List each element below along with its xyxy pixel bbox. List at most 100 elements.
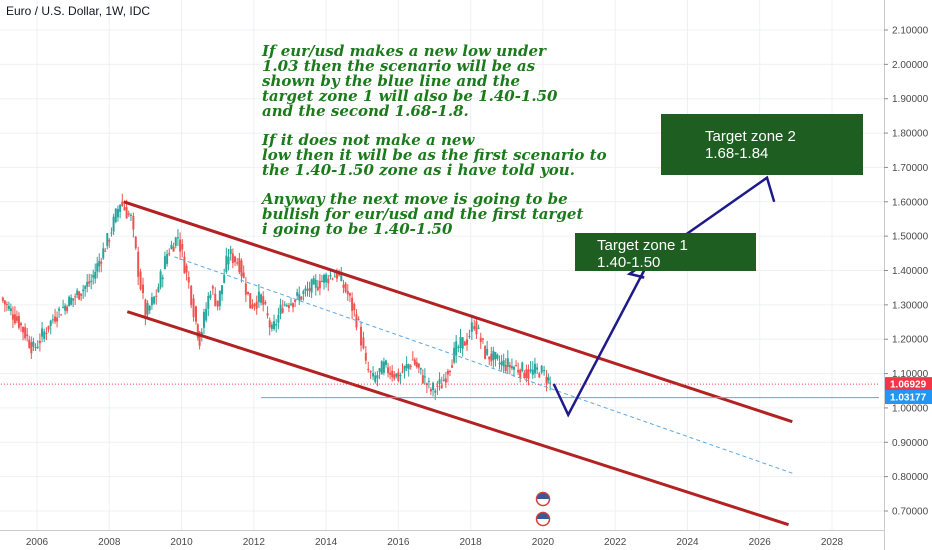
price-candle — [190, 285, 193, 306]
price-axis-tick-label: 1.00000 — [892, 403, 929, 414]
annotation-paragraph: Anyway the next move is going to be bull… — [262, 190, 584, 238]
price-candle — [540, 365, 543, 373]
price-tag-value: 1.06929 — [890, 380, 927, 391]
chart-title: Euro / U.S. Dollar, 1W, IDC — [6, 4, 151, 18]
price-candle — [372, 373, 375, 377]
price-axis-tick-label: 1.90000 — [892, 94, 929, 105]
price-candle — [244, 283, 247, 295]
price-candle — [56, 317, 59, 322]
price-candle — [142, 284, 144, 294]
price-candle — [92, 275, 95, 278]
price-candle — [70, 297, 73, 305]
price-candle — [310, 279, 313, 293]
price-candle — [496, 354, 499, 359]
price-candle — [429, 389, 432, 392]
price-candle — [174, 237, 177, 246]
price-candle — [49, 320, 52, 326]
price-candle — [335, 271, 338, 279]
price-candle — [481, 338, 484, 340]
price-candle — [380, 361, 383, 375]
price-candle — [134, 236, 137, 249]
time-axis-tick-label: 2006 — [26, 537, 49, 548]
price-candle — [198, 331, 201, 346]
price-candle — [348, 293, 351, 296]
price-candle — [30, 342, 33, 354]
annotation-paragraph: If eur/usd makes a new low under 1.03 th… — [262, 42, 558, 120]
price-tag-value: 1.03177 — [890, 393, 927, 404]
price-candle — [444, 378, 447, 383]
price-axis-tick-label: 0.80000 — [892, 472, 929, 483]
price-candle — [292, 303, 295, 308]
price-candle — [393, 374, 396, 379]
price-candle — [451, 365, 454, 368]
price-candle — [364, 352, 367, 361]
price-candle — [538, 373, 541, 378]
price-candle — [543, 370, 546, 372]
price-candle — [38, 340, 41, 344]
price-candle — [34, 347, 37, 349]
price-candle — [159, 271, 162, 288]
price-candle — [353, 303, 356, 311]
price-candle — [214, 293, 217, 306]
target-zone-1-box[interactable]: Target zone 1 1.40-1.50 — [575, 233, 756, 271]
price-candle — [298, 294, 301, 301]
target-zone-2-box[interactable]: Target zone 2 1.68-1.84 — [661, 114, 863, 175]
price-candle — [266, 313, 269, 316]
price-candle — [419, 367, 422, 370]
price-candle — [533, 363, 536, 374]
price-axis-tick-label: 1.50000 — [892, 232, 929, 243]
price-candle — [436, 385, 439, 388]
time-axis[interactable]: 2006 2008 2010 2012 2014 2016 2018 2020 2022 2024… — [0, 530, 884, 549]
price-candle — [207, 296, 210, 309]
target-zone-1-title: Target zone 1 — [597, 237, 688, 254]
price-candle — [116, 208, 119, 218]
price-candle — [119, 204, 122, 212]
price-tag-background — [885, 377, 932, 392]
price-axis[interactable]: 2.10000 2.00000 1.90000 1.80000 1.70000 1.600… — [884, 0, 929, 550]
price-candle — [80, 293, 83, 296]
target-zone-2-range: 1.68-1.84 — [705, 145, 769, 162]
price-candle — [72, 298, 75, 301]
price-candle — [523, 372, 526, 379]
price-candle — [355, 314, 358, 328]
price-candle — [5, 303, 8, 305]
price-axis-tick-label: 1.30000 — [892, 300, 929, 311]
price-candle — [300, 296, 303, 300]
price-candle — [24, 327, 27, 339]
price-candle — [397, 372, 400, 381]
channel-lower-line — [126, 310, 790, 527]
price-candle — [510, 366, 513, 369]
price-candle — [78, 291, 81, 300]
price-candle — [187, 277, 190, 283]
price-candle — [223, 275, 226, 283]
price-candle — [475, 321, 478, 335]
price-candle — [529, 369, 532, 372]
price-candle — [90, 280, 93, 282]
price-candle — [438, 379, 441, 384]
price-candle — [325, 274, 328, 283]
price-axis-tick-label: 1.40000 — [892, 266, 929, 277]
price-candle — [473, 326, 476, 330]
price-candle — [17, 316, 20, 328]
price-candle — [51, 319, 54, 321]
price-candle — [148, 305, 151, 311]
price-candle — [234, 256, 237, 263]
time-axis-tick-label: 2016 — [387, 537, 410, 548]
price-candle — [179, 239, 182, 252]
price-candle — [112, 216, 115, 232]
price-candle — [168, 253, 171, 255]
price-candle — [351, 297, 354, 311]
price-candle — [153, 296, 156, 304]
price-candle — [466, 339, 469, 345]
price-candle — [312, 278, 315, 285]
price-candle — [513, 367, 515, 370]
price-tags: 1.06929 1.03177 — [885, 377, 932, 405]
price-candle — [323, 274, 326, 283]
price-candle — [36, 346, 39, 348]
price-candle — [423, 376, 426, 378]
price-candle — [374, 375, 377, 383]
flag-icon — [537, 513, 549, 519]
price-axis-tick-label: 1.20000 — [892, 335, 929, 346]
price-candle — [123, 207, 126, 211]
